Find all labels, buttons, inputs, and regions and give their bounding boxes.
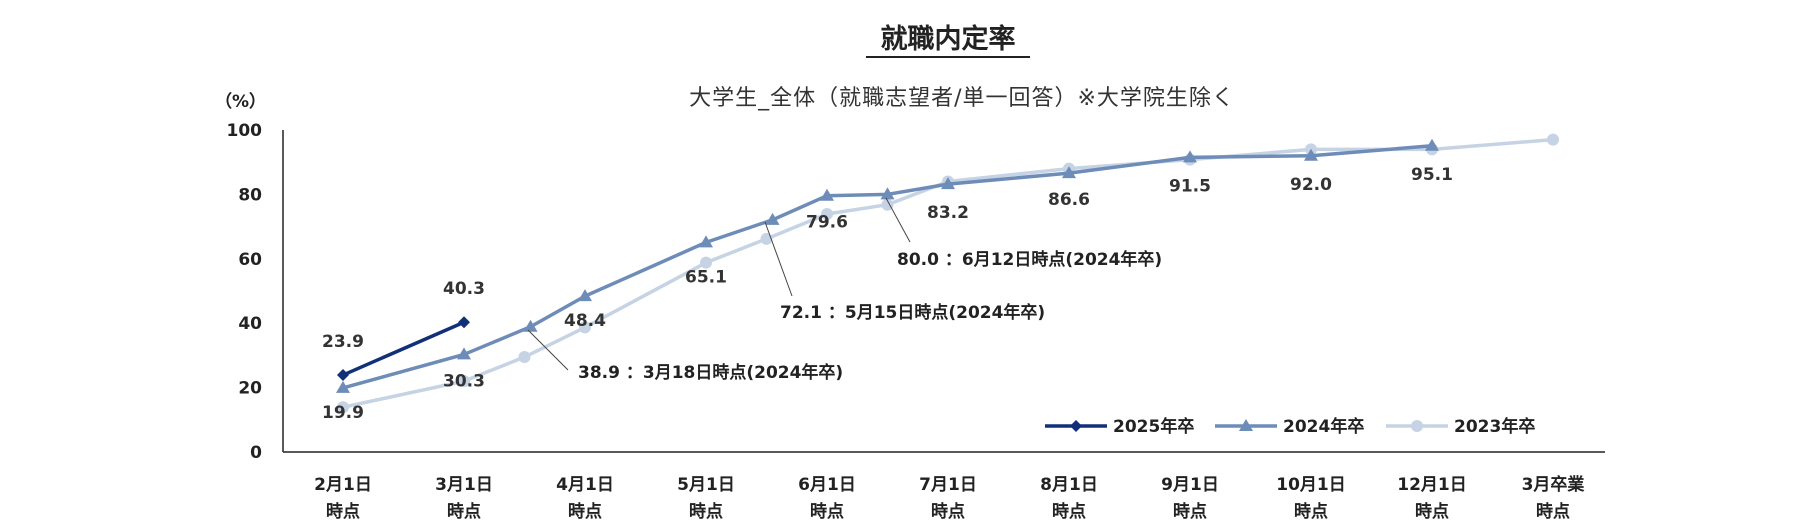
- chart-subtitle: 大学生_全体（就職志望者/単一回答）※大学院生除く: [689, 86, 1235, 111]
- data-label: 23.9: [322, 332, 364, 352]
- legend-label: 2024年卒: [1283, 416, 1364, 437]
- legend-item-2023年卒: 2023年卒: [1386, 416, 1535, 437]
- data-point: [880, 187, 895, 200]
- x-tick-label-sub: 時点: [1052, 501, 1086, 522]
- y-tick-label: 40: [238, 314, 262, 334]
- x-tick-label-sub: 時点: [1415, 501, 1449, 522]
- x-tick-label: 12月1日: [1397, 475, 1467, 495]
- data-labels: 23.9 40.3 19.9 30.3 48.4 65.1 79.6 83.2 86.6 91.5…: [322, 165, 1453, 423]
- y-tick-label: 20: [238, 379, 262, 399]
- data-point: [518, 351, 531, 364]
- data-label: 65.1: [685, 267, 727, 287]
- x-tick-label-sub: 時点: [326, 501, 360, 522]
- x-tick-label-sub: 時点: [1173, 501, 1207, 522]
- data-point: [700, 256, 712, 269]
- y-tick-label: 60: [238, 250, 262, 270]
- x-tick-label-sub: 時点: [1536, 501, 1570, 522]
- data-point: [820, 188, 834, 201]
- data-point: [1062, 166, 1076, 179]
- data-label: 79.6: [806, 213, 848, 233]
- x-tick-label: 8月1日: [1040, 475, 1098, 495]
- legend-item-2025年卒: 2025年卒: [1045, 416, 1194, 437]
- data-label: 92.0: [1290, 175, 1332, 195]
- annotation-3: 80.0 ：6月12日時点(2024年卒): [897, 249, 1162, 270]
- data-point: [699, 235, 713, 248]
- x-tick-label: 6月1日: [798, 475, 856, 495]
- data-point: [458, 375, 470, 388]
- data-point: [941, 177, 955, 190]
- data-point: [765, 212, 780, 225]
- legend-marker: [1411, 420, 1423, 432]
- data-label: 30.3: [443, 371, 485, 391]
- legend-label: 2025年卒: [1113, 416, 1194, 437]
- x-tick-label-sub: 時点: [931, 501, 965, 522]
- series-layer: [336, 133, 1559, 414]
- data-point: [881, 198, 894, 211]
- data-point: [523, 319, 538, 332]
- y-tick-label: 0: [250, 443, 262, 463]
- data-label: 86.6: [1048, 190, 1090, 210]
- data-label: 83.2: [927, 203, 969, 223]
- legend-item-2024年卒: 2024年卒: [1215, 416, 1364, 437]
- legend-marker: [1070, 420, 1082, 432]
- annotations: 38.9 ：3月18日時点(2024年卒) 72.1 ：5月15日時点(2024…: [527, 197, 1162, 383]
- data-point: [578, 289, 592, 302]
- data-point: [1547, 133, 1559, 146]
- data-label: 48.4: [564, 311, 606, 331]
- y-axis-unit: （%）: [215, 91, 266, 112]
- annotation-1: 38.9 ：3月18日時点(2024年卒): [578, 362, 843, 383]
- x-tick-label-sub: 時点: [568, 501, 602, 522]
- y-tick-label: 80: [238, 185, 262, 205]
- annotation-leader-3: [885, 197, 911, 243]
- legend-marker: [1239, 419, 1253, 431]
- data-point: [579, 321, 591, 334]
- x-tick-label: 3月卒業: [1522, 474, 1585, 495]
- data-point: [458, 316, 470, 329]
- x-tick-label: 5月1日: [677, 475, 735, 495]
- legend: 2025年卒 2024年卒 2023年卒: [1045, 416, 1535, 437]
- data-point: [821, 208, 833, 221]
- data-label: 19.9: [322, 403, 364, 423]
- annotation-2: 72.1 ：5月15日時点(2024年卒): [780, 302, 1045, 323]
- x-tick-label: 7月1日: [919, 475, 977, 495]
- data-point: [337, 369, 349, 382]
- annotation-leader-1: [527, 329, 569, 371]
- data-point: [1425, 138, 1439, 151]
- series-2024年卒: [336, 138, 1439, 393]
- series-2025年卒: [337, 316, 470, 382]
- data-label: 95.1: [1411, 165, 1453, 185]
- legend-label: 2023年卒: [1454, 416, 1535, 437]
- x-tick-label: 4月1日: [556, 475, 614, 495]
- x-tick-label-sub: 時点: [689, 501, 723, 522]
- data-point: [1183, 150, 1197, 163]
- series-line: [342, 137, 1554, 409]
- series-2023年卒: [337, 133, 1559, 414]
- data-point: [337, 401, 349, 414]
- x-tick-label: 9月1日: [1161, 475, 1219, 495]
- y-tick-label: 100: [227, 121, 263, 141]
- data-point: [1304, 148, 1318, 161]
- x-tick-label-sub: 時点: [810, 501, 844, 522]
- x-tick-label: 2月1日: [314, 475, 372, 495]
- series-line: [342, 320, 465, 377]
- annotation-leader-2: [764, 221, 793, 297]
- series-line: [342, 144, 1433, 390]
- x-tick-label-sub: 時点: [447, 501, 481, 522]
- x-tick-label: 10月1日: [1276, 475, 1346, 495]
- data-label: 91.5: [1169, 176, 1211, 196]
- x-tick-label: 3月1日: [435, 475, 493, 495]
- data-label: 40.3: [443, 279, 485, 299]
- data-point: [760, 232, 773, 245]
- data-point: [457, 347, 471, 360]
- data-point: [336, 380, 350, 393]
- x-tick-label-sub: 時点: [1294, 501, 1328, 522]
- y-tick-labels: 0 20 40 60 80 100: [227, 121, 263, 463]
- chart-title: 就職内定率: [881, 23, 1016, 55]
